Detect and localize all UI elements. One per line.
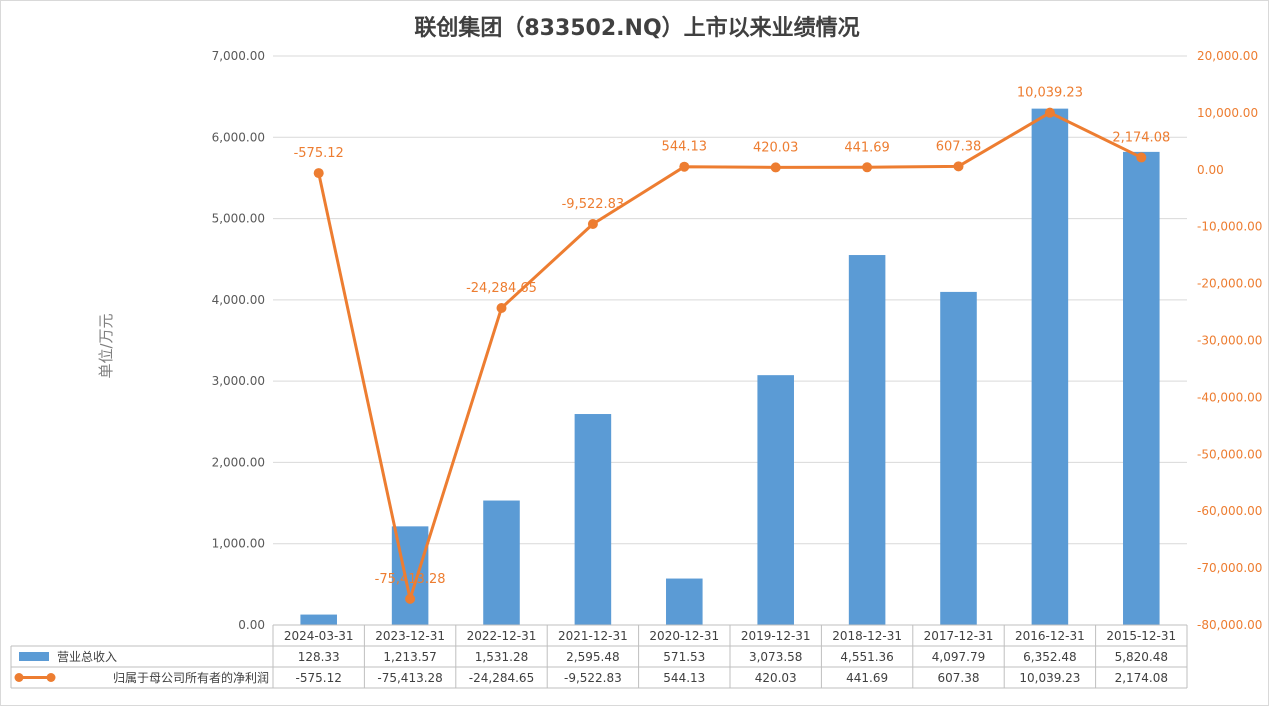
category-label: 2018-12-31 bbox=[832, 629, 902, 643]
left-tick-label: 4,000.00 bbox=[212, 293, 265, 307]
revenue-bar bbox=[940, 291, 977, 625]
legend-marker-net-profit bbox=[14, 673, 24, 682]
axes: 0.00 1,000.00 2,000.00 3,000.00 4,000.00 5,00… bbox=[212, 49, 1263, 632]
left-tick-label: 0.00 bbox=[238, 618, 265, 632]
left-tick-label: 1,000.00 bbox=[212, 537, 265, 551]
table-cell: 5,820.48 bbox=[1115, 650, 1168, 664]
category-label: 2022-12-31 bbox=[467, 629, 537, 643]
net-profit-data-label: -24,284.65 bbox=[466, 281, 537, 296]
left-tick-label: 6,000.00 bbox=[212, 130, 265, 144]
right-tick-label: -30,000.00 bbox=[1197, 334, 1262, 348]
revenue-bar bbox=[1031, 108, 1069, 625]
table-cell: 6,352.48 bbox=[1023, 650, 1076, 664]
right-tick-label: -80,000.00 bbox=[1197, 618, 1262, 632]
table-cell: -575.12 bbox=[296, 671, 342, 685]
net-profit-data-label: 441.69 bbox=[844, 140, 890, 155]
net-profit-point bbox=[862, 162, 873, 173]
category-label: 2024-03-31 bbox=[284, 629, 354, 643]
right-tick-label: -50,000.00 bbox=[1197, 447, 1262, 461]
right-tick-label: -60,000.00 bbox=[1197, 504, 1262, 518]
table-cell: 571.53 bbox=[663, 650, 705, 664]
net-profit-line bbox=[313, 107, 1147, 604]
net-profit-point bbox=[953, 161, 964, 172]
revenue-bar bbox=[757, 375, 794, 625]
net-profit-point bbox=[405, 593, 416, 604]
left-tick-label: 3,000.00 bbox=[212, 374, 265, 388]
net-profit-point bbox=[587, 218, 598, 229]
net-profit-data-label: 2,174.08 bbox=[1112, 130, 1170, 145]
left-tick-label: 5,000.00 bbox=[212, 212, 265, 226]
legend-marker-net-profit bbox=[46, 673, 56, 682]
net-profit-point bbox=[313, 168, 324, 179]
revenue-bar bbox=[666, 578, 703, 625]
net-profit-data-label: -575.12 bbox=[294, 146, 344, 161]
net-profit-polyline bbox=[317, 111, 1142, 601]
revenue-bar bbox=[848, 255, 886, 626]
revenue-bar bbox=[574, 414, 612, 625]
revenue-bar bbox=[1123, 151, 1160, 626]
table-cell: 2,174.08 bbox=[1115, 671, 1168, 685]
category-label: 2015-12-31 bbox=[1106, 629, 1176, 643]
right-tick-label: -40,000.00 bbox=[1197, 390, 1262, 404]
table-cell: 4,097.79 bbox=[932, 650, 985, 664]
net-profit-data-label: 10,039.23 bbox=[1017, 86, 1083, 101]
net-profit-data-label: 544.13 bbox=[662, 140, 708, 155]
right-tick-label: 0.00 bbox=[1197, 163, 1224, 177]
data-labels: -575.12 -75,413.28 -24,284.65 -9,522.83 544.… bbox=[294, 86, 1171, 587]
table-cell: -9,522.83 bbox=[564, 671, 622, 685]
table-cell: -75,413.28 bbox=[377, 671, 442, 685]
revenue-bars bbox=[300, 108, 1160, 626]
net-profit-data-label: -9,522.83 bbox=[562, 197, 625, 212]
legend-label-net-profit: 归属于母公司所有者的净利润 bbox=[113, 670, 269, 685]
net-profit-point bbox=[770, 162, 781, 173]
net-profit-data-label: 607.38 bbox=[936, 139, 982, 154]
table-cell: 128.33 bbox=[298, 650, 340, 664]
table-cell: 441.69 bbox=[846, 671, 888, 685]
left-tick-label: 2,000.00 bbox=[212, 455, 265, 469]
net-profit-point bbox=[1044, 107, 1055, 118]
chart-title: 联创集团（833502.NQ）上市以来业绩情况 bbox=[414, 15, 859, 41]
category-label: 2020-12-31 bbox=[649, 629, 719, 643]
table-cell: 420.03 bbox=[755, 671, 797, 685]
category-label: 2023-12-31 bbox=[375, 629, 445, 643]
right-tick-label: -10,000.00 bbox=[1197, 220, 1262, 234]
revenue-bar bbox=[300, 614, 337, 625]
table-cell: 4,551.36 bbox=[840, 650, 893, 664]
net-profit-point bbox=[1136, 152, 1147, 163]
table-cell: 607.38 bbox=[938, 671, 980, 685]
y-axis-label: 单位/万元 bbox=[97, 313, 115, 378]
table-cell: 2,595.48 bbox=[566, 650, 619, 664]
data-table: 2024-03-31 2023-12-31 2022-12-31 2021-12-31… bbox=[10, 624, 1188, 689]
net-profit-data-label: 420.03 bbox=[753, 140, 799, 155]
right-tick-label: 20,000.00 bbox=[1197, 49, 1258, 63]
net-profit-point bbox=[496, 302, 507, 313]
right-tick-label: 10,000.00 bbox=[1197, 106, 1258, 120]
right-tick-label: -20,000.00 bbox=[1197, 277, 1262, 291]
table-cell: 1,531.28 bbox=[475, 650, 528, 664]
table-cell: 10,039.23 bbox=[1019, 671, 1080, 685]
category-label: 2021-12-31 bbox=[558, 629, 628, 643]
table-cell: 3,073.58 bbox=[749, 650, 802, 664]
table-cell: 1,213.57 bbox=[383, 650, 436, 664]
table-cell: 544.13 bbox=[663, 671, 705, 685]
left-tick-label: 7,000.00 bbox=[212, 49, 265, 63]
revenue-bar bbox=[483, 500, 520, 625]
category-label: 2019-12-31 bbox=[741, 629, 811, 643]
net-profit-point bbox=[679, 161, 690, 172]
category-label: 2016-12-31 bbox=[1015, 629, 1085, 643]
table-cell: -24,284.65 bbox=[469, 671, 534, 685]
net-profit-data-label: -75,413.28 bbox=[375, 572, 446, 587]
category-label: 2017-12-31 bbox=[924, 629, 994, 643]
legend-swatch-revenue bbox=[19, 652, 49, 661]
right-tick-label: -70,000.00 bbox=[1197, 561, 1262, 575]
legend-label-revenue: 营业总收入 bbox=[57, 650, 117, 664]
